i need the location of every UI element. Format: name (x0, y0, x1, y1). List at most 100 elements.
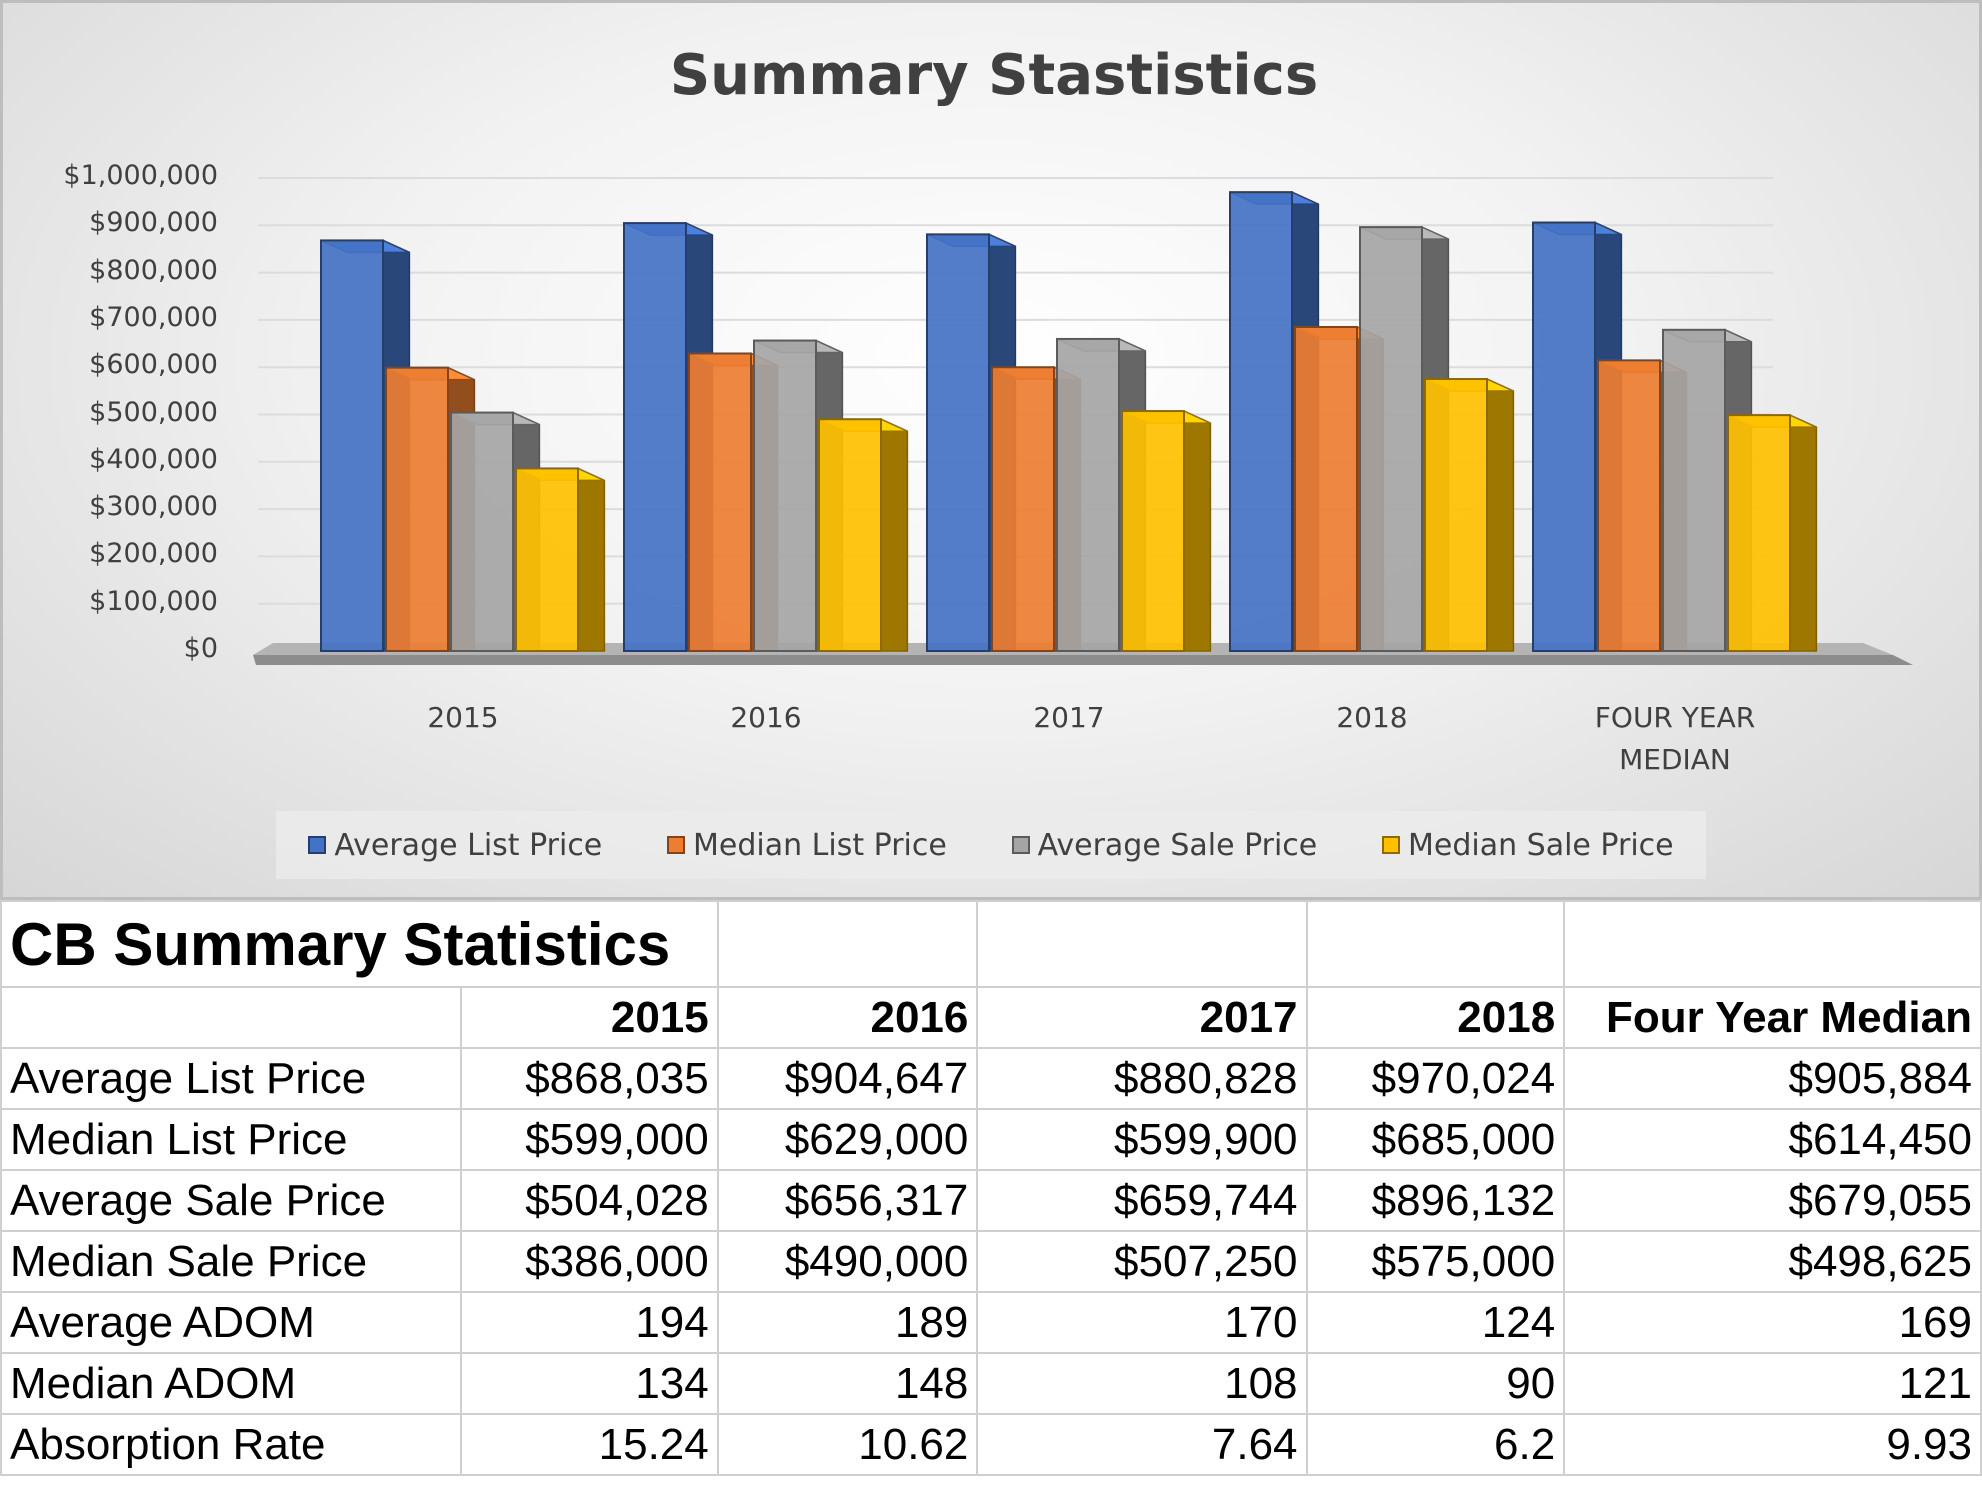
table-row: Average Sale Price $504,028 $656,317 $659,7… (0, 1169, 1982, 1232)
y-tick-label: $200,000 (89, 538, 218, 570)
table-cell: 134 (459, 1352, 719, 1415)
bar (515, 467, 606, 652)
table-cell: 121 (1563, 1352, 1982, 1415)
x-tick-label: 2016 (730, 701, 802, 734)
table-cell: 124 (1305, 1291, 1566, 1354)
column-header: 2016 (716, 986, 979, 1049)
table-row: Median Sale Price $386,000 $490,000 $507,25… (0, 1230, 1982, 1293)
row-label: Median Sale Price (0, 1230, 462, 1293)
row-label: Median ADOM (0, 1352, 462, 1415)
chart-panel: Summary Stastistics $1,000,000 $900,000 $8… (0, 0, 1982, 900)
table-cell: $970,024 (1305, 1047, 1566, 1110)
row-label: Average List Price (0, 1047, 462, 1110)
table-cell: 189 (716, 1291, 979, 1354)
table-cell: $685,000 (1305, 1108, 1566, 1171)
table-cell: $386,000 (459, 1230, 719, 1293)
table-cell: $905,884 (1563, 1047, 1982, 1110)
table-header-row: 2015 2016 2017 2018 Four Year Median (0, 986, 1982, 1049)
x-tick-label: 2018 (1336, 701, 1408, 734)
row-label: Absorption Rate (0, 1413, 462, 1476)
row-label: Average ADOM (0, 1291, 462, 1354)
y-tick-label: $600,000 (89, 349, 218, 381)
table-cell: $629,000 (716, 1108, 979, 1171)
x-tick-label: FOUR YEAR MEDIAN (1594, 701, 1756, 776)
table-cell: $599,900 (976, 1108, 1308, 1171)
bar (1727, 413, 1818, 652)
y-tick-label: $0 (183, 633, 218, 664)
y-tick-label: $800,000 (89, 254, 218, 286)
table-cell: $679,055 (1563, 1169, 1982, 1232)
legend-label: Median List Price (693, 827, 947, 863)
y-tick-label: $900,000 (89, 207, 218, 239)
legend-item: Average List Price (308, 828, 602, 863)
table-row: Absorption Rate 15.24 10.62 7.64 6.2 9.93 (0, 1413, 1982, 1476)
chart-title: Summary Stastistics (669, 43, 1319, 108)
column-header: 2017 (976, 986, 1308, 1049)
legend-item: Average Sale Price (1011, 827, 1318, 863)
legend: Average List Price Median List Price Avera… (276, 811, 1706, 879)
legend-label: Median Sale Price (1408, 827, 1674, 863)
legend-swatch (308, 836, 327, 854)
table-cell: $659,744 (976, 1169, 1308, 1232)
table-cell (1305, 900, 1566, 988)
table-cell: $896,132 (1305, 1169, 1566, 1232)
table-cell: $490,000 (716, 1230, 979, 1293)
table-cell: $504,028 (459, 1169, 719, 1232)
legend-swatch (667, 836, 686, 854)
table-cell: $868,035 (459, 1047, 719, 1110)
legend-label: Average Sale Price (1037, 827, 1318, 863)
legend-swatch (1011, 836, 1030, 854)
table-title: CB Summary Statistics (0, 900, 719, 988)
y-tick-label: $100,000 (89, 585, 218, 617)
table-cell: $599,000 (459, 1108, 719, 1171)
table-cell: 90 (1305, 1352, 1566, 1415)
table-cell: $575,000 (1305, 1230, 1566, 1293)
summary-table: CB Summary Statistics 2015 2016 2017 201… (0, 900, 1982, 1476)
table-cell: 108 (976, 1352, 1308, 1415)
x-tick-label: 2015 (427, 701, 499, 734)
column-header: Four Year Median (1563, 986, 1982, 1049)
y-tick-label: $300,000 (89, 491, 218, 523)
y-tick-label: $1,000,000 (63, 160, 218, 191)
table-cell: 6.2 (1305, 1413, 1566, 1476)
table-cell: 194 (459, 1291, 719, 1354)
table-cell: 169 (1563, 1291, 1982, 1354)
y-tick-label: $500,000 (89, 396, 218, 428)
legend-label: Average List Price (334, 827, 603, 863)
table-row: Average ADOM 194 189 170 124 169 (0, 1291, 1982, 1354)
row-label: Median List Price (0, 1108, 462, 1171)
y-tick-label: $400,000 (89, 443, 218, 475)
table-cell: 10.62 (716, 1413, 979, 1476)
bar (1424, 377, 1515, 652)
table-cell: 7.64 (976, 1413, 1308, 1476)
table-row: Median ADOM 134 148 108 90 121 (0, 1352, 1982, 1415)
table-cell: 9.93 (1563, 1413, 1982, 1476)
column-header: 2018 (1305, 986, 1566, 1049)
row-label: Average Sale Price (0, 1169, 462, 1232)
table-cell: $498,625 (1563, 1230, 1982, 1293)
x-tick-label: 2017 (1033, 701, 1105, 734)
table-cell: 148 (716, 1352, 979, 1415)
table-cell: $507,250 (976, 1230, 1308, 1293)
legend-swatch (1382, 836, 1401, 854)
table-cell: $614,450 (1563, 1108, 1982, 1171)
table-corner-cell (0, 986, 462, 1049)
bars (320, 191, 1818, 653)
bar (818, 418, 909, 653)
table-row: Median List Price $599,000 $629,000 $599,90… (0, 1108, 1982, 1171)
table-cell (976, 900, 1308, 988)
chart-plot (253, 177, 1913, 665)
bar (1121, 409, 1212, 652)
table-title-row: CB Summary Statistics (0, 900, 1982, 988)
table-cell: $656,317 (716, 1169, 979, 1232)
column-header: 2015 (459, 986, 719, 1049)
table-cell: $880,828 (976, 1047, 1308, 1110)
y-tick-label: $700,000 (89, 301, 218, 333)
legend-item: Median List Price (667, 828, 947, 863)
table-row: Average List Price $868,035 $904,647 $880,8… (0, 1047, 1982, 1110)
legend-item: Median Sale Price (1382, 828, 1674, 863)
table-cell: 170 (976, 1291, 1308, 1354)
table-cell: $904,647 (716, 1047, 979, 1110)
table-cell (1563, 900, 1982, 988)
table-cell: 15.24 (459, 1413, 719, 1476)
